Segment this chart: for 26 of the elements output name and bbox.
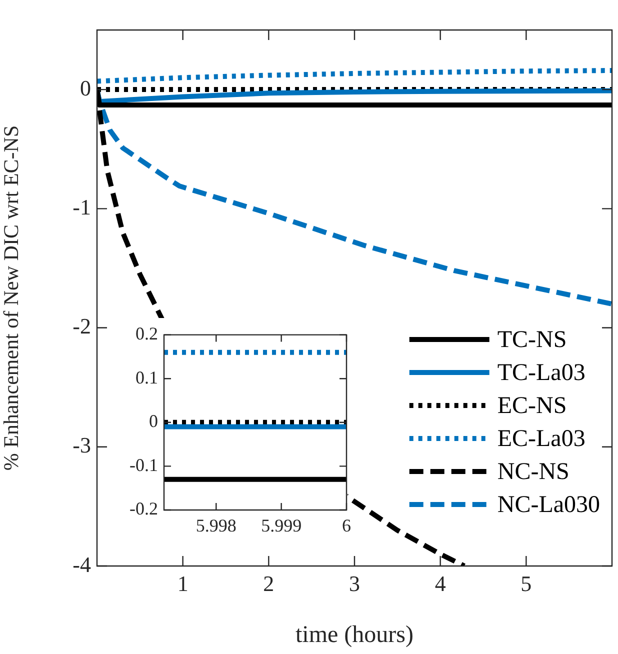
- x-tick-label: 4: [434, 570, 446, 596]
- legend-label: TC-NS: [497, 326, 567, 353]
- legend-label: NC-La030: [497, 492, 600, 518]
- y-tick-label: 0.2: [136, 324, 158, 344]
- legend-label: EC-La03: [497, 426, 586, 452]
- y-tick-label: 0: [149, 411, 158, 432]
- x-axis-title: time (hours): [296, 622, 414, 648]
- legend-label: NC-NS: [497, 458, 570, 485]
- y-tick-label: -1: [72, 194, 91, 220]
- y-tick-label: 0: [80, 75, 91, 100]
- y-tick-label: 0.1: [136, 367, 158, 388]
- y-tick-label: -3: [72, 432, 91, 458]
- x-tick-label: 5.999: [261, 516, 302, 536]
- legend-label: TC-La03: [497, 360, 586, 386]
- x-tick-label: 2: [263, 570, 274, 596]
- x-tick-label: 5: [520, 570, 532, 596]
- y-tick-label: -4: [72, 552, 91, 577]
- y-tick-label: -0.2: [130, 498, 158, 519]
- y-tick-label: -2: [72, 314, 91, 339]
- x-tick-label: 3: [349, 570, 360, 596]
- legend-label: EC-NS: [497, 392, 567, 419]
- y-axis-title: % Enhancement of New DIC wrt EC-NS: [0, 125, 24, 471]
- x-tick-label: 1: [177, 570, 188, 596]
- x-tick-label: 6: [342, 516, 351, 536]
- y-tick-label: -0.1: [130, 454, 158, 475]
- x-tick-label: 5.998: [196, 516, 236, 536]
